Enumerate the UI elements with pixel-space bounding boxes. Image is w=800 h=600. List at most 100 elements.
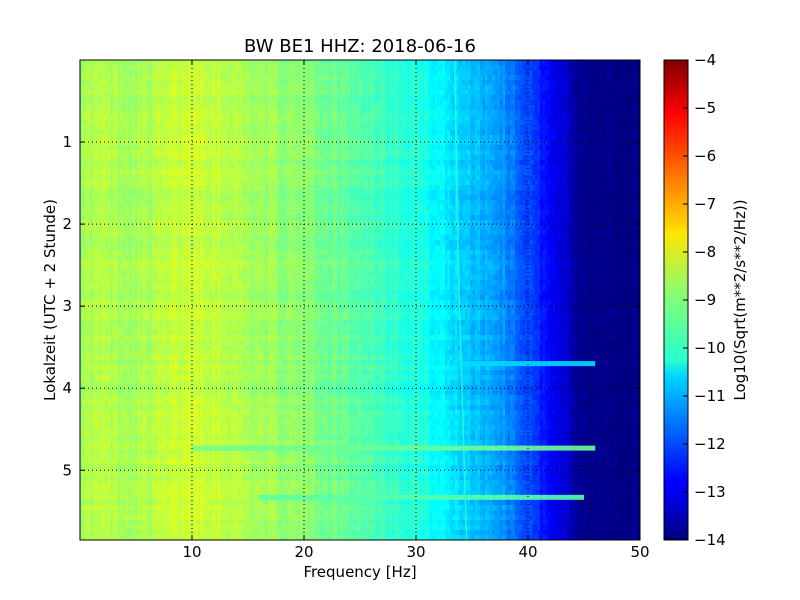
heatmap-cell [112, 140, 116, 146]
heatmap-cell [135, 115, 139, 121]
heatmap-cell [417, 60, 421, 66]
heatmap-cell [445, 140, 449, 146]
heatmap-cell [330, 65, 334, 71]
heatmap-cell [445, 125, 449, 131]
heatmap-cell [175, 60, 179, 66]
heatmap-cell [632, 160, 636, 166]
heatmap-cell [472, 155, 476, 161]
heatmap-cell [620, 65, 624, 71]
heatmap-cell [320, 105, 324, 111]
heatmap-cell [382, 135, 386, 141]
heatmap-cell [225, 85, 229, 91]
heatmap-cell [125, 130, 129, 136]
heatmap-cell [337, 155, 341, 161]
heatmap-cell [142, 155, 146, 161]
heatmap-cell [80, 120, 84, 126]
heatmap-cell [207, 110, 211, 116]
heatmap-cell [517, 125, 521, 131]
heatmap-cell [607, 155, 611, 161]
heatmap-cell [302, 160, 306, 166]
heatmap-cell [537, 85, 541, 91]
heatmap-cell [487, 135, 491, 141]
heatmap-cell [295, 80, 299, 86]
heatmap-cell [337, 70, 341, 76]
heatmap-cell [450, 125, 454, 131]
heatmap-cell [262, 130, 266, 136]
heatmap-cell [372, 120, 376, 126]
heatmap-cell [565, 155, 569, 161]
heatmap-cell [327, 90, 331, 96]
heatmap-cell [575, 110, 579, 116]
heatmap-cell [152, 90, 156, 96]
heatmap-cell [342, 140, 346, 146]
heatmap-cell [392, 90, 396, 96]
heatmap-cell [82, 90, 86, 96]
heatmap-cell [207, 70, 211, 76]
heatmap-cell [205, 105, 209, 111]
heatmap-cell [347, 125, 351, 131]
heatmap-cell [557, 115, 561, 121]
heatmap-cell [247, 100, 251, 106]
heatmap-cell [402, 105, 406, 111]
heatmap-cell [507, 120, 511, 126]
heatmap-cell [372, 115, 376, 121]
heatmap-cell [362, 95, 366, 101]
heatmap-cell [592, 70, 596, 76]
heatmap-cell [405, 125, 409, 131]
heatmap-cell [122, 75, 126, 81]
heatmap-cell [142, 85, 146, 91]
heatmap-cell [340, 135, 344, 141]
heatmap-cell [517, 105, 521, 111]
heatmap-cell [287, 155, 291, 161]
heatmap-cell [275, 140, 279, 146]
heatmap-cell [510, 110, 514, 116]
heatmap-cell [212, 110, 216, 116]
heatmap-cell [475, 105, 479, 111]
heatmap-cell [307, 60, 311, 66]
heatmap-cell [350, 155, 354, 161]
heatmap-cell [400, 80, 404, 86]
heatmap-cell [465, 145, 469, 151]
heatmap-cell [547, 145, 551, 151]
heatmap-cell [257, 95, 261, 101]
heatmap-cell [510, 65, 514, 71]
heatmap-cell [155, 165, 159, 171]
heatmap-cell [495, 100, 499, 106]
heatmap-cell [427, 140, 431, 146]
heatmap-cell [312, 120, 316, 126]
heatmap-cell [190, 145, 194, 151]
heatmap-cell [552, 115, 556, 121]
heatmap-cell [245, 150, 249, 156]
heatmap-cell [107, 145, 111, 151]
heatmap-cell [307, 150, 311, 156]
heatmap-cell [542, 155, 546, 161]
heatmap-cell [140, 150, 144, 156]
heatmap-cell [180, 155, 184, 161]
heatmap-cell [575, 85, 579, 91]
heatmap-cell [610, 160, 614, 166]
heatmap-cell [260, 130, 264, 136]
heatmap-cell [617, 110, 621, 116]
heatmap-cell [230, 155, 234, 161]
heatmap-cell [630, 120, 634, 126]
heatmap-cell [395, 115, 399, 121]
heatmap-cell [165, 80, 169, 86]
heatmap-cell [200, 110, 204, 116]
heatmap-cell [232, 140, 236, 146]
heatmap-cell [425, 90, 429, 96]
heatmap-cell [202, 70, 206, 76]
heatmap-cell [300, 165, 304, 171]
heatmap-cell [285, 70, 289, 76]
heatmap-cell [392, 120, 396, 126]
heatmap-cell [342, 115, 346, 121]
heatmap-cell [560, 110, 564, 116]
heatmap-cell [635, 85, 639, 91]
heatmap-cell [467, 90, 471, 96]
heatmap-cell [307, 75, 311, 81]
heatmap-cell [137, 125, 141, 131]
heatmap-cell [227, 120, 231, 126]
heatmap-cell [192, 155, 196, 161]
heatmap-cell [80, 110, 84, 116]
heatmap-cell [550, 130, 554, 136]
heatmap-cell [217, 95, 221, 101]
